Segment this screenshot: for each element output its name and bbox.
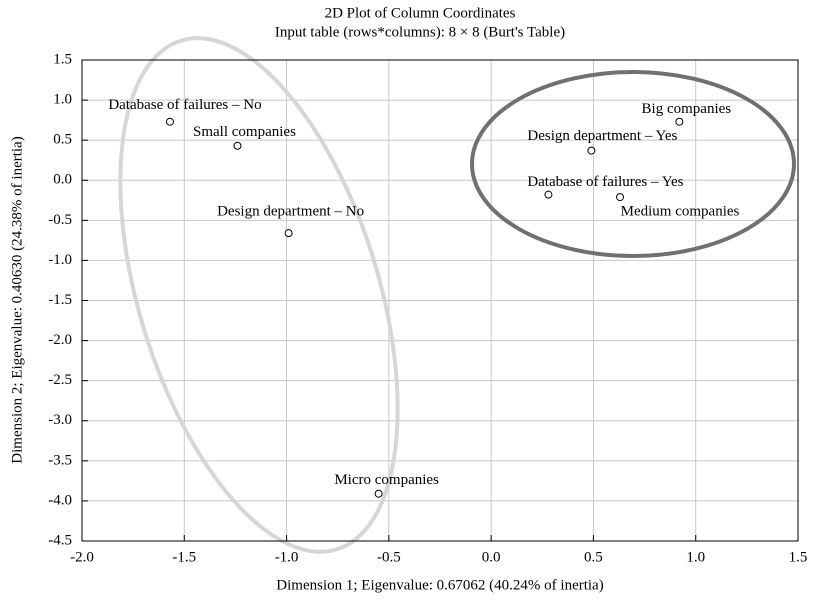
point-label: Big companies: [642, 101, 732, 117]
point: [165, 117, 174, 126]
y-tick-label: 1.0: [53, 92, 72, 108]
y-tick-label: -2.0: [48, 332, 72, 348]
y-tick-label: -3.0: [48, 412, 72, 428]
x-tick-label: -2.0: [70, 549, 94, 565]
point: [587, 146, 596, 155]
x-tick-label: 0.0: [482, 549, 501, 565]
y-axis-label: Dimension 2; Eigenvalue: 0.40630 (24.38%…: [9, 136, 25, 463]
point-label: Design department – No: [217, 204, 364, 220]
plot-frame: [81, 59, 799, 542]
point-label: Micro companies: [334, 472, 439, 488]
y-tick-label: 0.0: [53, 172, 72, 188]
point: [233, 141, 242, 150]
grid: [81, 59, 799, 542]
cluster-ellipse: [118, 36, 400, 554]
x-tick-label: 1.5: [789, 549, 808, 565]
point-label: Design department – Yes: [527, 128, 677, 144]
x-tick-label: -1.0: [275, 549, 299, 565]
point-label: Small companies: [193, 124, 296, 140]
y-tick-label: -2.5: [48, 372, 72, 388]
y-tick-label: -4.5: [48, 532, 72, 548]
y-tick-label: -3.5: [48, 452, 72, 468]
point: [675, 117, 684, 126]
point-label: Database of failures – Yes: [527, 174, 683, 190]
x-axis-label: Dimension 1; Eigenvalue: 0.67062 (40.24%…: [276, 577, 603, 593]
point: [616, 193, 625, 202]
point: [544, 190, 553, 199]
y-tick-label: 0.5: [53, 132, 72, 148]
chart-title: 2D Plot of Column Coordinates: [325, 5, 516, 21]
y-tick-label: -4.0: [48, 492, 72, 508]
y-tick-label: -0.5: [48, 212, 72, 228]
y-tick-label: -1.5: [48, 292, 72, 308]
marks: [165, 117, 684, 498]
y-tick-label: 1.5: [53, 51, 72, 67]
x-tick-label: 1.0: [686, 549, 705, 565]
x-tick-label: 0.5: [584, 549, 603, 565]
x-tick-label: -0.5: [377, 549, 401, 565]
point-label: Database of failures – No: [108, 97, 261, 113]
cluster-ellipse: [470, 70, 796, 258]
point: [284, 229, 293, 238]
y-tick-label: -1.0: [48, 252, 72, 268]
point: [374, 489, 383, 498]
point-label: Medium companies: [621, 204, 740, 220]
chart-subtitle: Input table (rows*columns): 8 × 8 (Burt'…: [275, 24, 565, 40]
x-tick-label: -1.5: [172, 549, 196, 565]
